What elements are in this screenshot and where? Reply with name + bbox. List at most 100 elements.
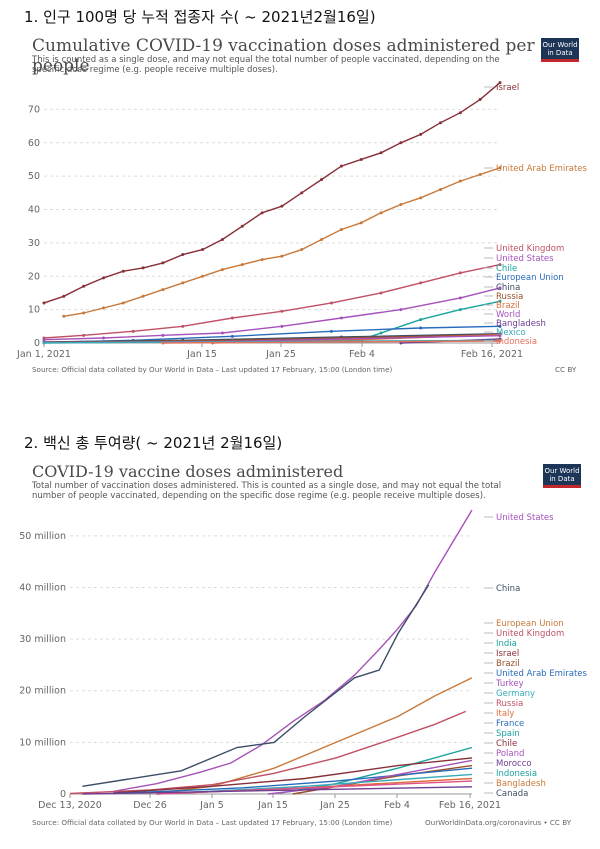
series-label-united-arab-emirates: United Arab Emirates — [496, 164, 588, 174]
data-point-united-arab-emirates — [201, 274, 205, 278]
series-label-morocco: Morocco — [496, 759, 532, 769]
series-label-indonesia: Indonesia — [496, 337, 537, 347]
data-point-indonesia — [498, 339, 502, 343]
series-line-canada — [82, 786, 473, 795]
section-heading-1: 1. 인구 100명 당 누적 접종자 수( ~ 2021년2월16일) — [24, 8, 376, 26]
data-point-israel — [240, 224, 244, 228]
chart2-license: OurWorldInData.org/coronavirus • CC BY — [425, 818, 572, 827]
y-tick-label: 20 — [28, 271, 40, 282]
section-heading-2: 2. 백신 총 투여량( ~ 2021년 2월16일) — [24, 434, 283, 452]
y-tick-label: 0 — [60, 789, 66, 800]
series-label-spain: Spain — [496, 729, 520, 739]
data-point-israel — [62, 294, 66, 298]
y-tick-label: 30 — [28, 238, 40, 249]
y-tick-label: 20 million — [19, 686, 66, 697]
data-point-united-states — [339, 316, 343, 320]
series-label-united-kingdom: United Kingdom — [496, 244, 564, 254]
data-point-united-kingdom — [419, 281, 423, 285]
x-tick-label: Feb 4 — [384, 800, 410, 811]
chart1-source: Source: Official data collated by Our Wo… — [32, 365, 393, 374]
data-point-israel — [141, 266, 145, 270]
owid-logo-2-line-2: in Data — [549, 475, 575, 483]
data-point-united-kingdom — [82, 333, 86, 337]
x-tick-label: Jan 15 — [257, 800, 288, 811]
data-point-united-arab-emirates — [240, 263, 244, 267]
data-point-israel — [419, 132, 423, 136]
data-point-united-states — [399, 308, 403, 312]
series-label-china: China — [496, 584, 520, 594]
series-label-brazil: Brazil — [496, 301, 520, 311]
chart1-license: CC BY — [555, 365, 577, 374]
data-point-united-arab-emirates — [121, 301, 125, 305]
data-point-israel — [121, 269, 125, 273]
series-label-brazil: Brazil — [496, 659, 520, 669]
series-line-united-states — [113, 509, 473, 793]
series-line-israel — [113, 757, 473, 794]
data-point-united-kingdom — [230, 316, 234, 320]
x-tick-label: Dec 13, 2020 — [38, 800, 102, 811]
data-point-israel — [161, 261, 165, 265]
series-label-china: China — [496, 283, 520, 293]
x-tick-label: Jan 25 — [319, 800, 350, 811]
data-point-united-arab-emirates — [101, 306, 105, 310]
data-point-united-arab-emirates — [82, 311, 86, 315]
data-point-israel — [478, 97, 482, 101]
y-tick-label: 0 — [34, 338, 40, 349]
series-line-mexico — [43, 339, 501, 344]
series-label-world: World — [496, 310, 520, 320]
data-point-israel — [458, 111, 462, 115]
data-point-united-kingdom — [131, 329, 135, 333]
data-point-israel — [260, 211, 264, 215]
series-label-france: France — [496, 719, 524, 729]
series-label-canada: Canada — [496, 789, 528, 799]
y-tick-label: 40 — [28, 205, 40, 216]
series-label-poland: Poland — [496, 749, 524, 759]
series-label-italy: Italy — [496, 709, 514, 719]
series-line-israel — [43, 82, 501, 304]
data-point-united-arab-emirates — [220, 268, 224, 272]
chart2-subtitle: Total number of vaccination doses admini… — [32, 481, 502, 501]
data-point-israel — [181, 253, 185, 257]
series-label-united-states: United States — [496, 513, 554, 523]
x-tick-label: Feb 16, 2021 — [439, 800, 501, 811]
y-tick-label: 60 — [28, 138, 40, 149]
series-label-united-kingdom: United Kingdom — [496, 629, 564, 639]
data-point-united-states — [498, 286, 502, 290]
data-point-united-states — [220, 331, 224, 335]
data-point-united-arab-emirates — [458, 179, 462, 183]
series-label-chile: Chile — [496, 739, 517, 749]
data-point-israel — [339, 164, 343, 168]
data-point-united-arab-emirates — [339, 228, 343, 232]
data-point-united-kingdom — [329, 301, 333, 305]
data-point-israel — [42, 301, 46, 305]
series-label-bangladesh: Bangladesh — [496, 779, 546, 789]
series-line-united-arab-emirates — [113, 767, 473, 795]
x-tick-label: Jan 15 — [186, 349, 217, 360]
series-label-russia: Russia — [496, 292, 523, 302]
data-point-israel — [101, 276, 105, 280]
data-point-united-arab-emirates — [300, 248, 304, 252]
data-point-united-arab-emirates — [260, 258, 264, 262]
series-line-european-union — [156, 677, 473, 794]
data-point-united-arab-emirates — [141, 294, 145, 298]
data-point-chile — [379, 331, 383, 335]
owid-logo[interactable]: Our World in Data — [541, 38, 579, 62]
series-label-mexico: Mexico — [496, 328, 526, 338]
chart1-plot: 0 10 20 30 40 50 60 70 Jan 1, 2021 Jan 15 Jan 25 Fe… — [16, 81, 588, 360]
data-point-united-arab-emirates — [478, 172, 482, 176]
data-point-united-kingdom — [181, 324, 185, 328]
x-tick-label: Feb 16, 2021 — [461, 349, 523, 360]
data-point-united-kingdom — [498, 263, 502, 267]
owid-logo-line-1: Our World — [542, 41, 578, 49]
series-label-israel: Israel — [496, 649, 519, 659]
data-point-european-union — [329, 329, 333, 333]
y-tick-label: 70 — [28, 104, 40, 115]
data-point-israel — [379, 151, 383, 155]
data-point-israel — [280, 204, 284, 208]
data-point-united-arab-emirates — [161, 288, 165, 292]
data-point-israel — [320, 177, 324, 181]
owid-logo-2[interactable]: Our World in Data — [543, 464, 581, 488]
data-point-european-union — [419, 326, 423, 330]
data-point-united-kingdom — [458, 271, 462, 275]
series-label-chile: Chile — [496, 264, 517, 274]
